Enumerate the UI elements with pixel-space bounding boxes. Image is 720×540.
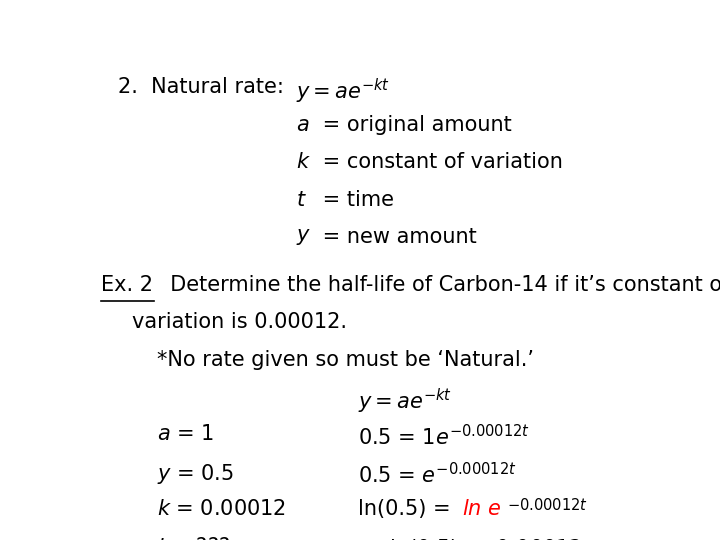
- Text: ln(0.5) = -0.00012$t$: ln(0.5) = -0.00012$t$: [389, 537, 593, 540]
- Text: $k$: $k$: [297, 152, 311, 172]
- Text: 0.5 = 1$e^{-0.00012t}$: 0.5 = 1$e^{-0.00012t}$: [358, 424, 530, 450]
- Text: ln(0.5) =: ln(0.5) =: [358, 500, 457, 519]
- Text: = new amount: = new amount: [316, 227, 477, 247]
- Text: $y$ = 0.5: $y$ = 0.5: [157, 462, 234, 486]
- Text: $a$ = 1: $a$ = 1: [157, 424, 214, 444]
- Text: 0.5 = $e^{-0.00012t}$: 0.5 = $e^{-0.00012t}$: [358, 462, 516, 487]
- Text: $y$: $y$: [297, 227, 312, 247]
- Text: $y = ae^{-kt}$: $y = ae^{-kt}$: [358, 387, 452, 416]
- Text: $t$ = ???: $t$ = ???: [157, 537, 230, 540]
- Text: = original amount: = original amount: [316, 114, 512, 134]
- Text: $t$: $t$: [297, 190, 307, 210]
- Text: $k$ = 0.00012: $k$ = 0.00012: [157, 500, 286, 519]
- Text: variation is 0.00012.: variation is 0.00012.: [132, 312, 347, 332]
- Text: $^{-0.00012t}$: $^{-0.00012t}$: [508, 500, 588, 519]
- Text: Ex. 2: Ex. 2: [101, 275, 153, 295]
- Text: *No rate given so must be ‘Natural.’: *No rate given so must be ‘Natural.’: [157, 349, 534, 369]
- Text: = time: = time: [316, 190, 394, 210]
- Text: ln $e$: ln $e$: [462, 500, 502, 519]
- Text: Determine the half-life of Carbon-14 if it’s constant of: Determine the half-life of Carbon-14 if …: [157, 275, 720, 295]
- Text: 2.  Natural rate:: 2. Natural rate:: [118, 77, 297, 97]
- Text: $a$: $a$: [297, 114, 310, 134]
- Text: = constant of variation: = constant of variation: [316, 152, 563, 172]
- Text: $y = ae^{-kt}$: $y = ae^{-kt}$: [297, 77, 390, 106]
